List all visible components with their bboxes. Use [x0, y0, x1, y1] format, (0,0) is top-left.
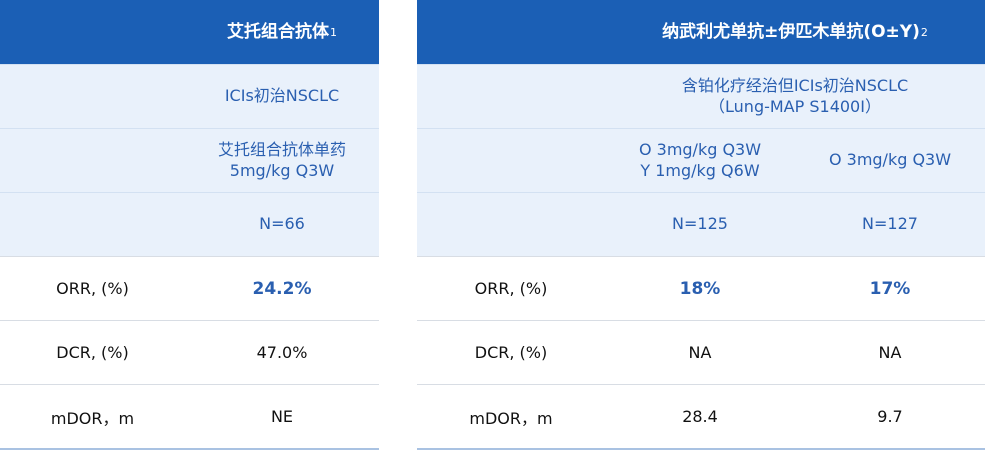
regimen-line: O 3mg/kg Q3W — [638, 139, 762, 159]
table-header: 纳武利尤单抗±伊匹木单抗(O±Y) 2 — [417, 0, 985, 64]
regimen-cell: O 3mg/kg Q3W — [828, 150, 952, 170]
table-row: DCR, (%) NA NA — [417, 320, 985, 384]
etuo-combo-table: 艾托组合抗体 1 ICIs初治NSCLC 艾托组合抗体单药 5mg/kg Q3W … — [0, 0, 379, 450]
population-cell: ICIs初治NSCLC — [224, 86, 340, 106]
blank-cell — [417, 193, 605, 256]
table-row: DCR, (%) 47.0% — [0, 320, 379, 384]
footnote-ref: 1 — [330, 25, 337, 39]
header-cell: 艾托组合抗体 1 — [185, 0, 379, 64]
sample-size-cell: N=127 — [862, 214, 918, 234]
metric-value: 18% — [679, 278, 721, 299]
sample-size-row: N=125 N=127 — [417, 192, 985, 256]
blank-cell — [0, 193, 185, 256]
regimen-row: O 3mg/kg Q3W Y 1mg/kg Q6W O 3mg/kg Q3W — [417, 128, 985, 192]
regimen-cell: O 3mg/kg Q3W Y 1mg/kg Q6W — [605, 129, 795, 192]
metric-value: 17% — [869, 278, 911, 299]
sample-size-cell: N=125 — [672, 214, 728, 234]
population-cell: 含铂化疗经治但ICIs初治NSCLC （Lung-MAP S1400I） — [605, 65, 985, 128]
metric-value: 28.4 — [682, 407, 718, 426]
nivolumab-ipilimumab-table: 纳武利尤单抗±伊匹木单抗(O±Y) 2 含铂化疗经治但ICIs初治NSCLC （L… — [417, 0, 985, 450]
metric-value: 47.0% — [256, 343, 308, 362]
blank-cell — [0, 65, 185, 128]
header-title: 纳武利尤单抗±伊匹木单抗(O±Y) — [662, 21, 920, 42]
metric-value: NA — [688, 343, 712, 362]
footnote-ref: 2 — [920, 25, 928, 39]
metric-label: mDOR，m — [50, 408, 135, 428]
population-line: （Lung-MAP S1400I） — [709, 96, 881, 116]
metric-label: ORR, (%) — [56, 279, 129, 298]
blank-cell — [417, 129, 605, 192]
table-row: mDOR，m NE — [0, 384, 379, 448]
regimen-line: 5mg/kg Q3W — [229, 160, 335, 180]
population-row: ICIs初治NSCLC — [0, 64, 379, 128]
sample-size-cell: N=66 — [259, 214, 305, 234]
metric-label: DCR, (%) — [56, 343, 129, 362]
table-row: ORR, (%) 24.2% — [0, 256, 379, 320]
population-row: 含铂化疗经治但ICIs初治NSCLC （Lung-MAP S1400I） — [417, 64, 985, 128]
sample-size-row: N=66 — [0, 192, 379, 256]
metric-label: mDOR，m — [469, 408, 553, 428]
table-row: mDOR，m 28.4 9.7 — [417, 384, 985, 448]
metric-value: 24.2% — [252, 278, 312, 299]
population-line: 含铂化疗经治但ICIs初治NSCLC — [681, 75, 909, 95]
metric-value: NE — [270, 407, 294, 426]
table-header: 艾托组合抗体 1 — [0, 0, 379, 64]
table-row: ORR, (%) 18% 17% — [417, 256, 985, 320]
metric-value: NA — [878, 343, 902, 362]
metric-label: ORR, (%) — [474, 279, 548, 298]
regimen-line: Y 1mg/kg Q6W — [640, 160, 760, 180]
blank-cell — [417, 65, 605, 128]
metric-label: DCR, (%) — [474, 343, 548, 362]
regimen-line: 艾托组合抗体单药 — [217, 139, 346, 159]
header-blank-cell — [417, 0, 605, 64]
metric-value: 9.7 — [877, 407, 903, 426]
header-blank-cell — [0, 0, 185, 64]
regimen-row: 艾托组合抗体单药 5mg/kg Q3W — [0, 128, 379, 192]
regimen-cell: 艾托组合抗体单药 5mg/kg Q3W — [185, 129, 379, 192]
blank-cell — [0, 129, 185, 192]
header-title: 艾托组合抗体 — [227, 21, 329, 42]
header-cell: 纳武利尤单抗±伊匹木单抗(O±Y) 2 — [605, 0, 985, 64]
